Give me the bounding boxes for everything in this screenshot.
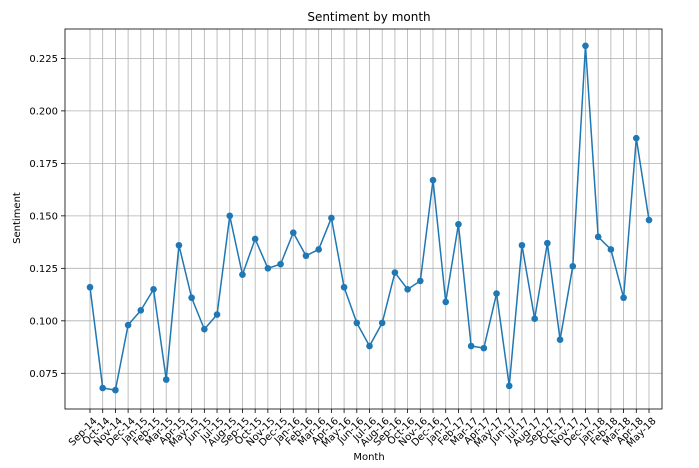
data-point [518,241,526,249]
data-point [455,220,462,228]
data-point [213,311,221,318]
data-point [582,42,589,50]
data-point [366,342,373,350]
data-point [251,235,259,243]
data-point [505,382,513,390]
data-point [531,315,538,323]
data-point [264,265,272,272]
data-point [86,283,94,291]
data-point [315,246,322,253]
data-point [277,260,284,268]
data-point [378,319,386,327]
data-point [289,229,297,236]
data-point [112,386,119,394]
y-tick-label: 0.075 [29,369,58,380]
data-point [480,344,488,352]
grid-layer [65,29,662,409]
data-point [417,277,424,285]
data-point [201,325,208,333]
data-point [137,307,145,314]
data-point [340,283,348,291]
plot-area-border [64,28,663,410]
y-tick-label: 0.125 [29,264,58,275]
data-point [556,336,564,344]
data-point [632,134,640,142]
data-point [99,384,107,392]
data-point [124,321,132,329]
data-point [328,214,335,222]
y-axis-ticks: 0.075 0.100 0.125 0.150 0.175 0.200 0.225 [29,54,65,380]
data-point [302,252,310,260]
data-point [162,376,170,383]
data-point [607,246,615,253]
data-point [353,319,361,327]
data-point [594,233,602,241]
sentiment-series [86,42,653,394]
data-point [188,294,195,302]
data-point [239,271,246,278]
y-tick-label: 0.100 [29,316,58,327]
data-point [391,269,399,276]
x-axis-ticks: Sep-14Oct-14Nov-14Dec-14Jan-15Feb-15Mar-… [67,409,659,450]
data-point [404,286,411,293]
data-point [226,212,234,220]
data-point [544,239,551,247]
data-point [569,262,577,270]
data-point [442,298,450,306]
data-point [429,176,437,184]
data-point [620,294,627,302]
y-axis-title: Sentiment [12,192,23,244]
y-tick-label: 0.150 [29,211,58,222]
data-point [467,342,475,350]
data-point [493,290,500,297]
data-point [175,241,183,249]
data-point [645,216,653,224]
y-tick-label: 0.175 [29,159,58,170]
y-tick-label: 0.225 [29,54,58,65]
plot-frame [64,28,663,410]
x-axis-title: Month [353,452,384,463]
data-point [150,286,157,293]
chart-title: Sentiment by month [307,10,430,24]
y-tick-label: 0.200 [29,106,58,117]
